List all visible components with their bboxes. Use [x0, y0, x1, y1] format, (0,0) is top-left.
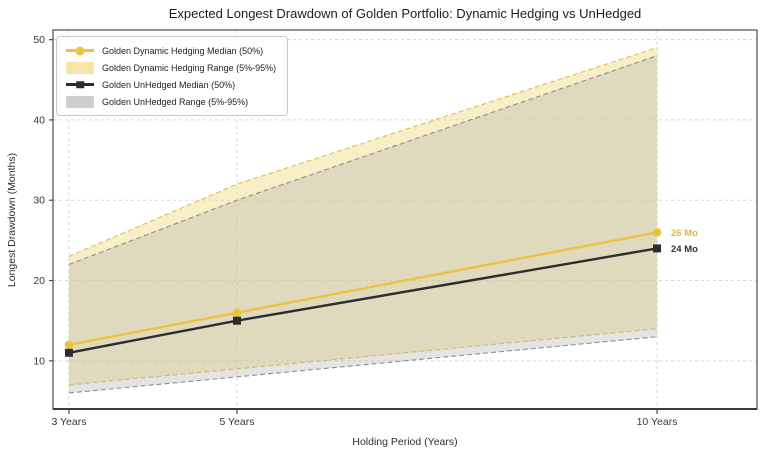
data-point-circle — [232, 308, 242, 317]
band-edge-upper — [68, 47, 658, 257]
y-tick-label: 50 — [33, 34, 45, 46]
value-annotations: 26 Mo 24 Mo — [671, 228, 698, 255]
endpoint-annotation: 26 Mo — [671, 228, 698, 239]
range-band — [68, 55, 658, 393]
range-band — [68, 47, 658, 385]
chart-title: Expected Longest Drawdown of Golden Port… — [169, 6, 642, 21]
y-axis-label: Longest Drawdown (Months) — [6, 153, 18, 287]
band-edge-lower — [68, 328, 658, 386]
y-tick-label: 30 — [33, 195, 45, 207]
data-point-square — [64, 348, 73, 357]
legend: Golden Dynamic Hedging Median (50%) Golde… — [56, 36, 289, 116]
x-tick-label: 3 Years — [51, 416, 86, 428]
legend-item-label: Golden Dynamic Hedging Median (50%) — [102, 45, 264, 56]
x-axis-label: Holding Period (Years) — [352, 436, 457, 448]
y-tick-label: 40 — [33, 114, 45, 126]
data-point-square — [653, 244, 662, 253]
axis-ticks: 10 20 30 40 50 3 Years 5 Years 10 Years — [33, 34, 677, 428]
band-edge-lower — [68, 336, 658, 394]
legend-line-circle-swatch — [66, 45, 94, 57]
axes-spines — [52, 29, 758, 410]
legend-item: Golden UnHedged Range (5%-95%) — [66, 95, 276, 108]
legend-patch-swatch — [66, 95, 94, 108]
legend-item-label: Golden Dynamic Hedging Range (5%-95%) — [102, 62, 277, 73]
legend-patch-swatch — [66, 61, 94, 74]
data-point-square — [232, 316, 241, 325]
x-tick-label: 5 Years — [219, 416, 254, 428]
legend-item: Golden UnHedged Median (50%) — [66, 78, 276, 91]
y-tick-label: 20 — [33, 275, 45, 287]
range-bands — [68, 47, 658, 394]
y-tick-label: 10 — [33, 355, 45, 367]
legend-item-label: Golden UnHedged Median (50%) — [102, 79, 236, 90]
data-point-circle — [64, 340, 74, 350]
band-edge-upper — [68, 55, 658, 265]
legend-item-label: Golden UnHedged Range (5%-95%) — [102, 96, 249, 107]
legend-item: Golden Dynamic Hedging Range (5%-95%) — [66, 61, 276, 74]
legend-line-square-swatch — [66, 79, 94, 91]
endpoint-annotation: 24 Mo — [671, 244, 698, 255]
data-point-circle — [652, 228, 662, 237]
x-tick-label: 10 Years — [637, 416, 678, 428]
median-lines — [64, 228, 662, 357]
legend-item: Golden Dynamic Hedging Median (50%) — [66, 44, 276, 57]
